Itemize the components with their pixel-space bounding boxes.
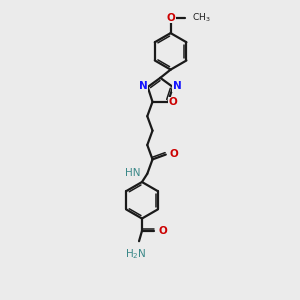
Text: HN: HN [125,168,141,178]
Text: N: N [173,81,182,92]
Text: O: O [169,149,178,159]
Text: N: N [139,81,148,92]
Text: CH$_3$: CH$_3$ [192,11,210,24]
Text: H$_2$N: H$_2$N [125,248,146,262]
Text: O: O [158,226,167,236]
Text: O: O [168,98,177,107]
Text: O: O [166,13,175,23]
